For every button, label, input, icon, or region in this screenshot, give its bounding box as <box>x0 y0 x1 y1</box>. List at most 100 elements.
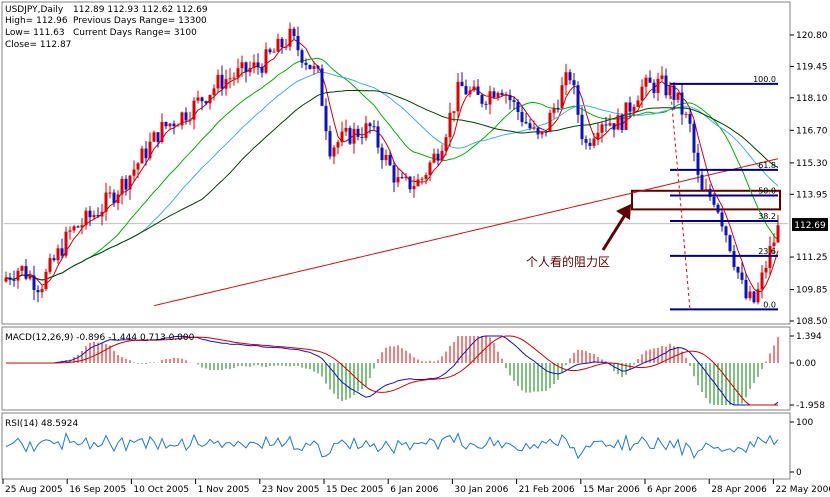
candle-body <box>752 291 756 303</box>
candle-body <box>704 188 708 190</box>
candle-body <box>68 230 72 232</box>
candle-body <box>28 275 32 279</box>
candle-body <box>696 152 700 175</box>
candle-body <box>60 248 64 256</box>
ma-dark-line <box>5 89 779 281</box>
candle-body <box>756 289 760 303</box>
candle-body <box>136 163 140 170</box>
candle-body <box>496 92 500 98</box>
symbol-label: USDJPY,Daily <box>5 5 64 15</box>
candle-body <box>584 139 588 143</box>
candle-body <box>576 85 580 115</box>
time-tick-label: 22 May 2006 <box>775 485 830 495</box>
candle-body <box>612 123 616 130</box>
candle-body <box>44 271 48 290</box>
macd-tick-label: 1.394 <box>796 332 822 342</box>
candle-body <box>276 38 280 52</box>
candle-body <box>652 82 656 93</box>
candle-body <box>180 112 184 126</box>
candle-body <box>416 179 420 187</box>
candle-body <box>64 231 68 256</box>
rsi-tick-label: 0 <box>796 468 802 478</box>
candle-body <box>772 242 776 246</box>
candle-body <box>76 226 80 228</box>
candle-body <box>592 138 596 146</box>
candle-body <box>212 88 216 95</box>
candle-body <box>452 111 456 113</box>
time-tick-label: 1 Nov 2005 <box>198 485 250 495</box>
candle-body <box>168 123 172 127</box>
time-axis: 25 Aug 2005 16 Sep 2005 10 Oct 2005 1 Nov 2… <box>2 479 830 495</box>
candle-body <box>192 100 196 120</box>
candle-body <box>172 123 176 127</box>
candle-body <box>232 77 236 79</box>
candle-body <box>240 62 244 69</box>
candle-body <box>404 176 408 179</box>
candle-body <box>288 28 292 47</box>
candle-body <box>672 85 676 100</box>
rsi-tick-label: 100 <box>796 418 813 428</box>
candle-body <box>668 85 672 96</box>
candle-body <box>108 192 112 194</box>
price-tick-label: 119.45 <box>796 62 828 72</box>
price-panel[interactable] <box>1 1 791 325</box>
candle-body <box>256 62 260 68</box>
candle-body <box>632 106 636 112</box>
moving-averages <box>5 38 779 307</box>
candle-body <box>264 49 268 73</box>
candle-body <box>548 112 552 132</box>
candle-body <box>600 124 604 133</box>
price-tick-label: 109.85 <box>796 286 828 296</box>
candle-body <box>368 123 372 127</box>
fib-trend-line <box>669 83 691 310</box>
candle-body <box>432 153 436 163</box>
last-price-tag: 112.69 <box>792 218 828 231</box>
ma-green-line <box>5 57 779 281</box>
candle-body <box>292 28 296 36</box>
candle-body <box>52 258 56 261</box>
price-tick-label: 115.30 <box>796 159 828 169</box>
candle-body <box>680 92 684 115</box>
candle-body <box>692 123 696 153</box>
candle-body <box>408 176 412 190</box>
candle-body <box>684 113 688 115</box>
candle-body <box>516 101 520 113</box>
candle-body <box>144 148 148 159</box>
rsi-line <box>5 431 779 460</box>
candle-body <box>676 92 680 100</box>
fib-level-label: 0.0 <box>763 300 776 309</box>
candle-body <box>284 46 288 48</box>
candle-body <box>512 100 516 102</box>
candle-body <box>12 279 16 281</box>
candle-body <box>688 113 692 124</box>
candle-body <box>324 105 328 132</box>
candle-body <box>552 107 556 113</box>
price-tick-label: 120.80 <box>796 31 828 41</box>
rsi-indicator <box>5 431 779 460</box>
candle-body <box>24 266 28 279</box>
candle-body <box>8 277 12 280</box>
candle-body <box>80 225 84 228</box>
curr-range-label: Current Days Range= 3100 <box>73 28 197 38</box>
time-tick-label: 28 Apr 2006 <box>711 485 767 495</box>
candle-body <box>20 266 24 271</box>
candle-body <box>304 62 308 65</box>
macd-axis: 1.394 0.00 -1.958 <box>790 332 825 411</box>
candle-body <box>428 162 432 176</box>
candle-body <box>448 112 452 138</box>
candle-body <box>152 132 156 142</box>
candle-body <box>72 226 76 231</box>
candle-body <box>364 123 368 138</box>
candle-body <box>340 131 344 143</box>
candle-body <box>728 235 732 252</box>
candle-body <box>488 91 492 105</box>
candle-body <box>580 114 584 140</box>
low-label: Low= 111.63 <box>5 28 65 38</box>
candle-body <box>200 97 204 102</box>
candle-body <box>344 127 348 132</box>
fib-level-label: 61.8 <box>758 161 776 170</box>
candle-body <box>36 289 40 293</box>
candle-body <box>32 275 36 290</box>
candle-body <box>396 177 400 183</box>
